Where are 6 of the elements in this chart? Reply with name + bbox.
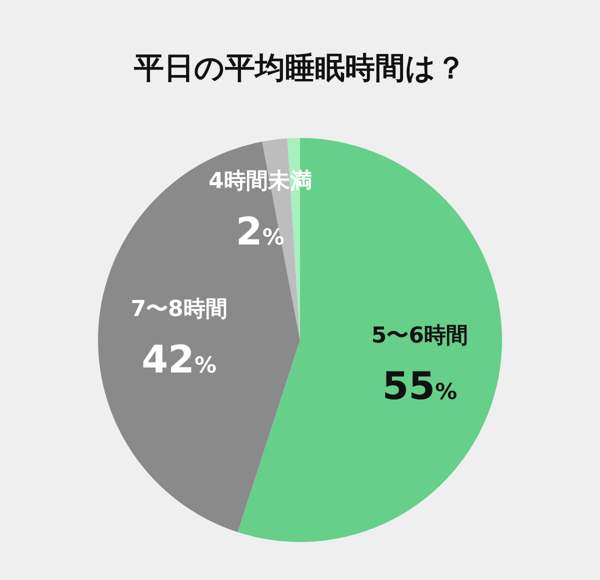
chart-title: 平日の平均睡眠時間は？	[133, 50, 466, 86]
slice-label: 5〜6時間	[371, 324, 468, 349]
data-label: 42%	[142, 337, 217, 382]
data-label: 55%	[382, 364, 458, 408]
slice-label: 7〜8時間	[130, 297, 228, 322]
data-label: 2%	[236, 209, 284, 254]
